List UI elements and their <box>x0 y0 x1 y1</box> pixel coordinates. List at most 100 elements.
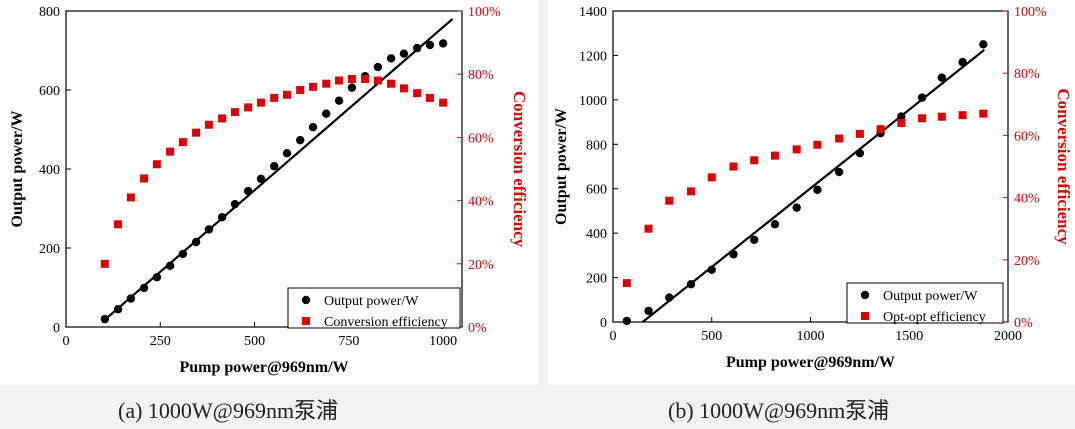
legend-marker-square <box>302 317 310 325</box>
efficiency-point <box>707 173 716 182</box>
caption-b: (b) 1000W@969nm泵浦 <box>668 398 890 423</box>
output-power-point <box>813 185 822 195</box>
y2-tick-label: 80% <box>468 68 494 83</box>
output-power-point <box>243 186 253 196</box>
output-power-point <box>792 203 801 212</box>
output-power-point <box>729 250 738 259</box>
legend-box <box>846 282 1004 324</box>
y-tick-label: 200 <box>586 272 607 287</box>
efficiency-point <box>192 128 201 137</box>
x-tick-label: 0 <box>63 334 70 349</box>
y2-tick-label: 40% <box>1014 192 1040 207</box>
efficiency-point <box>855 129 864 138</box>
output-power-point <box>425 40 435 50</box>
output-power-point <box>204 225 214 234</box>
output-power-point <box>269 162 279 171</box>
x-tick-label: 0 <box>610 329 617 344</box>
efficiency-point <box>373 76 382 85</box>
output-power-point <box>296 135 305 145</box>
efficiency-point <box>152 160 161 169</box>
efficiency-point <box>644 224 653 233</box>
efficiency-point <box>335 76 344 85</box>
efficiency-point <box>979 109 988 118</box>
y-tick-label: 800 <box>39 5 60 20</box>
output-power-point <box>897 112 906 121</box>
y2-axis-title: Conversion efficiency <box>1054 88 1073 245</box>
output-power-point <box>686 280 696 289</box>
efficiency-point <box>813 140 822 149</box>
efficiency-point <box>958 111 967 120</box>
y-tick-label: 600 <box>39 84 60 99</box>
output-power-point <box>152 273 162 282</box>
efficiency-point <box>244 103 253 112</box>
efficiency-point <box>347 74 356 83</box>
output-power-point <box>937 73 947 82</box>
efficiency-point <box>622 279 631 288</box>
output-power-point <box>958 57 967 67</box>
output-power-point <box>347 83 357 92</box>
y2-tick-label: 100% <box>468 5 501 20</box>
output-power-point <box>100 314 110 324</box>
efficiency-point <box>126 193 135 202</box>
efficiency-point <box>309 82 318 91</box>
efficiency-point <box>230 108 239 117</box>
efficiency-point <box>204 120 213 129</box>
efficiency-point <box>918 114 927 123</box>
output-power-point <box>373 62 383 72</box>
output-power-point <box>399 49 409 58</box>
plot-frame <box>65 10 463 328</box>
y2-tick-label: 100% <box>1014 5 1047 20</box>
output-power-point <box>917 93 927 102</box>
efficiency-point <box>729 162 738 171</box>
y2-axis-title: Conversion efficiency <box>510 91 529 248</box>
output-power-point <box>191 237 201 247</box>
output-power-point <box>438 39 448 48</box>
x-tick-label: 2000 <box>994 329 1022 344</box>
legend-marker-circle <box>860 290 870 300</box>
output-power-point <box>622 316 632 326</box>
efficiency-point <box>218 114 227 123</box>
x-tick-label: 250 <box>150 334 171 349</box>
chart-b: 0 500 1000 1500 2000 0 200 400 600 800 1000 1200 140… <box>553 5 1073 371</box>
output-power-point <box>834 167 844 177</box>
efficiency-point <box>100 259 109 268</box>
efficiency-point <box>361 74 370 83</box>
efficiency-point <box>439 98 448 107</box>
y-axis-title: Output power/W <box>9 111 26 228</box>
plot-frame <box>612 10 1009 323</box>
output-power-point <box>665 293 674 302</box>
output-power-point <box>644 306 653 316</box>
y-tick-label: 200 <box>39 242 60 257</box>
y2-tick-label: 20% <box>1014 254 1040 269</box>
chart-a: 0 250 500 750 1000 0 200 400 600 800 0% 20% 40% 60% 80… <box>9 5 529 376</box>
output-power-point <box>126 294 136 303</box>
efficiency-point <box>750 156 759 165</box>
output-power-point <box>217 212 227 222</box>
efficiency-point <box>256 98 265 107</box>
y2-tick-label: 80% <box>1014 67 1040 82</box>
y-axis-title: Output power/W <box>553 108 570 225</box>
output-power-point <box>979 40 988 49</box>
y-tick-label: 1200 <box>579 49 607 64</box>
output-power-point <box>412 43 422 53</box>
efficiency-point <box>792 145 801 154</box>
y-tick-label: 0 <box>600 316 607 331</box>
x-tick-label: 750 <box>338 334 359 349</box>
output-power-point <box>855 148 865 158</box>
legend-box <box>287 287 461 329</box>
legend-entry: Output power/W <box>324 294 419 309</box>
y-tick-label: 800 <box>586 138 607 153</box>
x-tick-label: 500 <box>701 329 722 344</box>
efficiency-point <box>270 93 279 102</box>
efficiency-point <box>166 147 175 156</box>
caption-a: (a) 1000W@969nm泵浦 <box>118 398 339 423</box>
output-power-point <box>334 96 344 105</box>
y2-tick-label: 0% <box>468 321 487 336</box>
x-tick-label: 1500 <box>895 329 923 344</box>
efficiency-point <box>687 187 696 196</box>
y-tick-label: 0 <box>53 321 60 336</box>
y-tick-label: 600 <box>586 183 607 198</box>
output-power-point <box>707 265 716 274</box>
output-power-point <box>386 54 396 63</box>
